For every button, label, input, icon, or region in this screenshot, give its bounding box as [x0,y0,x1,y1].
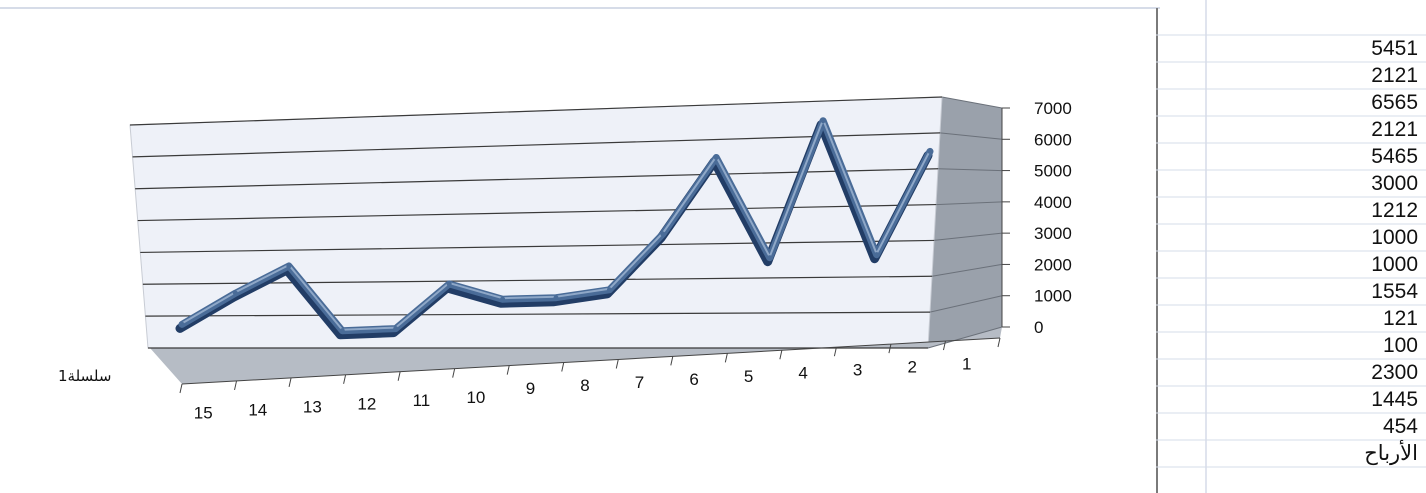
x-tick-mark [888,344,892,354]
data-point[interactable] [232,290,238,296]
x-tick-mark [670,356,674,366]
value-cell[interactable]: 1000 [1371,226,1418,249]
data-point[interactable] [553,295,559,301]
value-cell[interactable]: 1445 [1371,388,1418,411]
line-chart-3d[interactable]: 0 1000 2000 3000 4000 5000 6000 7000 15 14 13 12 11… [0,0,1160,493]
x-tick-label: 3 [853,361,862,380]
data-point[interactable] [713,155,719,161]
gridline [132,132,941,158]
value-cell[interactable]: 2121 [1371,118,1418,141]
value-cell[interactable]: 1554 [1371,280,1418,303]
chart-floor [148,327,1002,384]
side-gridline [929,295,1003,313]
x-tick-mark [343,374,347,384]
x-tick-label: 14 [248,400,267,419]
data-point[interactable] [874,252,880,258]
x-tick-label: 11 [413,391,431,410]
y-tick-labels: 0 1000 2000 3000 4000 5000 6000 7000 [1034,99,1072,337]
x-tick-mark [997,337,1001,348]
gridline [137,203,937,222]
x-tick-label: 9 [526,379,535,398]
header-cell[interactable]: الأرباح [1364,442,1418,465]
y-tick-label: 1000 [1034,287,1072,306]
x-tick-mark [942,340,946,351]
data-point[interactable] [927,148,933,154]
gridline [145,311,931,317]
x-tick-label: 1 [962,355,971,374]
x-tick-mark [724,353,728,363]
value-cell[interactable]: 2300 [1371,361,1418,384]
gridline [142,275,933,285]
value-cell[interactable]: 1000 [1371,253,1418,276]
chart-side-wall [928,97,1002,348]
x-tick-mark [234,380,238,391]
y-tick-label: 7000 [1034,99,1072,118]
x-tick-mark [779,350,783,360]
value-cell[interactable]: 1212 [1371,199,1418,222]
x-tick-label: 2 [907,358,916,377]
series-line-group [175,117,934,340]
y-tick-label: 4000 [1034,193,1072,212]
data-point[interactable] [339,328,345,334]
series-label: سلسلة1 [58,367,111,385]
data-point[interactable] [393,326,399,332]
x-tick-label: 15 [194,403,213,422]
side-gridline [935,201,1003,206]
y-tick-label: 5000 [1034,162,1072,181]
x-tick-label: 12 [357,394,376,413]
y-tick-label: 6000 [1034,130,1072,149]
side-gridline [941,96,1003,109]
data-point[interactable] [606,287,612,293]
data-point[interactable] [500,296,506,302]
x-tick-labels: 15 14 13 12 11 10 9 8 7 6 5 4 3 2 1 [194,355,972,423]
side-gridline [939,132,1003,140]
value-cell[interactable]: 5465 [1371,145,1418,168]
data-point[interactable] [660,231,666,237]
y-tick-label: 3000 [1034,224,1072,243]
x-tick-label: 7 [635,373,644,392]
gridline [140,239,935,254]
data-point[interactable] [767,255,773,261]
side-gridline [931,263,1003,277]
x-tick-label: 10 [466,388,485,407]
x-tick-mark [833,347,837,357]
data-point[interactable] [286,263,292,269]
x-tick-mark [179,383,183,394]
data-point[interactable] [446,281,452,287]
value-cell[interactable]: 3000 [1371,172,1418,195]
value-cell[interactable]: 5451 [1371,37,1418,60]
x-tick-mark [288,377,292,387]
side-gridline [927,326,1003,349]
value-cell[interactable]: 100 [1382,334,1418,357]
x-tick-label: 13 [303,397,322,416]
spreadsheet-column[interactable]: 5451 2121 6565 2121 5465 3000 1212 1000 1000 1554… [1156,0,1426,493]
x-tick-label: 8 [580,376,589,395]
side-gridline [933,232,1003,241]
value-cell[interactable]: 454 [1382,415,1418,438]
value-cell[interactable]: 2121 [1371,64,1418,87]
x-tick-label: 6 [689,370,698,389]
x-tick-mark [561,362,565,372]
x-tick-mark [397,371,401,381]
x-tick-mark [615,359,619,369]
data-point[interactable] [179,321,185,327]
side-gridline [937,168,1003,172]
value-cell[interactable]: 121 [1382,307,1418,330]
x-tick-mark [452,368,456,378]
sheet-grid [1156,0,1426,493]
y-tick-label: 2000 [1034,255,1072,274]
x-tick-label: 5 [744,367,753,386]
x-tick-label: 4 [798,364,807,383]
data-point[interactable] [820,118,826,124]
y-tick-label: 0 [1034,318,1043,337]
value-cell[interactable]: 6565 [1371,91,1418,114]
x-tick-mark [506,365,510,375]
x-tick-marks [179,337,1001,394]
gridline [129,96,943,126]
